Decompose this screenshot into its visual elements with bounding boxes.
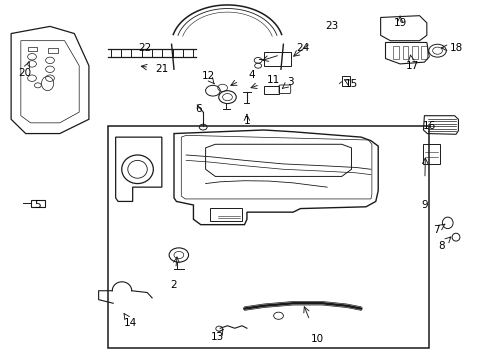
Text: 24: 24 — [296, 43, 309, 53]
Text: 23: 23 — [325, 21, 338, 31]
Text: 18: 18 — [448, 43, 462, 53]
Text: 15: 15 — [344, 78, 357, 89]
Bar — [108, 126, 428, 348]
Text: 20: 20 — [18, 68, 31, 78]
Text: 4: 4 — [248, 69, 255, 80]
Bar — [264, 86, 278, 94]
Text: 3: 3 — [287, 77, 293, 87]
Bar — [341, 76, 350, 86]
Text: 7: 7 — [432, 225, 439, 235]
Text: 17: 17 — [405, 61, 418, 71]
Bar — [28, 47, 37, 51]
Bar — [402, 46, 407, 59]
Text: 21: 21 — [155, 64, 168, 74]
Text: 14: 14 — [123, 318, 137, 328]
Bar — [108, 49, 196, 57]
Text: 5: 5 — [35, 200, 41, 210]
Text: 10: 10 — [310, 334, 324, 344]
Text: 8: 8 — [437, 241, 444, 251]
Text: 6: 6 — [195, 104, 201, 113]
Text: 22: 22 — [138, 43, 151, 53]
Text: 19: 19 — [393, 18, 406, 28]
Text: 11: 11 — [266, 75, 280, 85]
Bar — [420, 46, 426, 59]
Text: 16: 16 — [422, 121, 435, 131]
Text: 12: 12 — [201, 71, 214, 81]
Text: 13: 13 — [211, 332, 224, 342]
Bar — [392, 46, 398, 59]
Text: 9: 9 — [420, 200, 427, 210]
Bar — [423, 144, 440, 164]
Bar — [30, 200, 45, 207]
Bar — [210, 207, 242, 221]
Bar — [47, 48, 58, 53]
Text: 2: 2 — [170, 280, 177, 291]
Bar — [264, 52, 290, 66]
Bar — [411, 46, 417, 59]
Text: 1: 1 — [243, 116, 250, 126]
